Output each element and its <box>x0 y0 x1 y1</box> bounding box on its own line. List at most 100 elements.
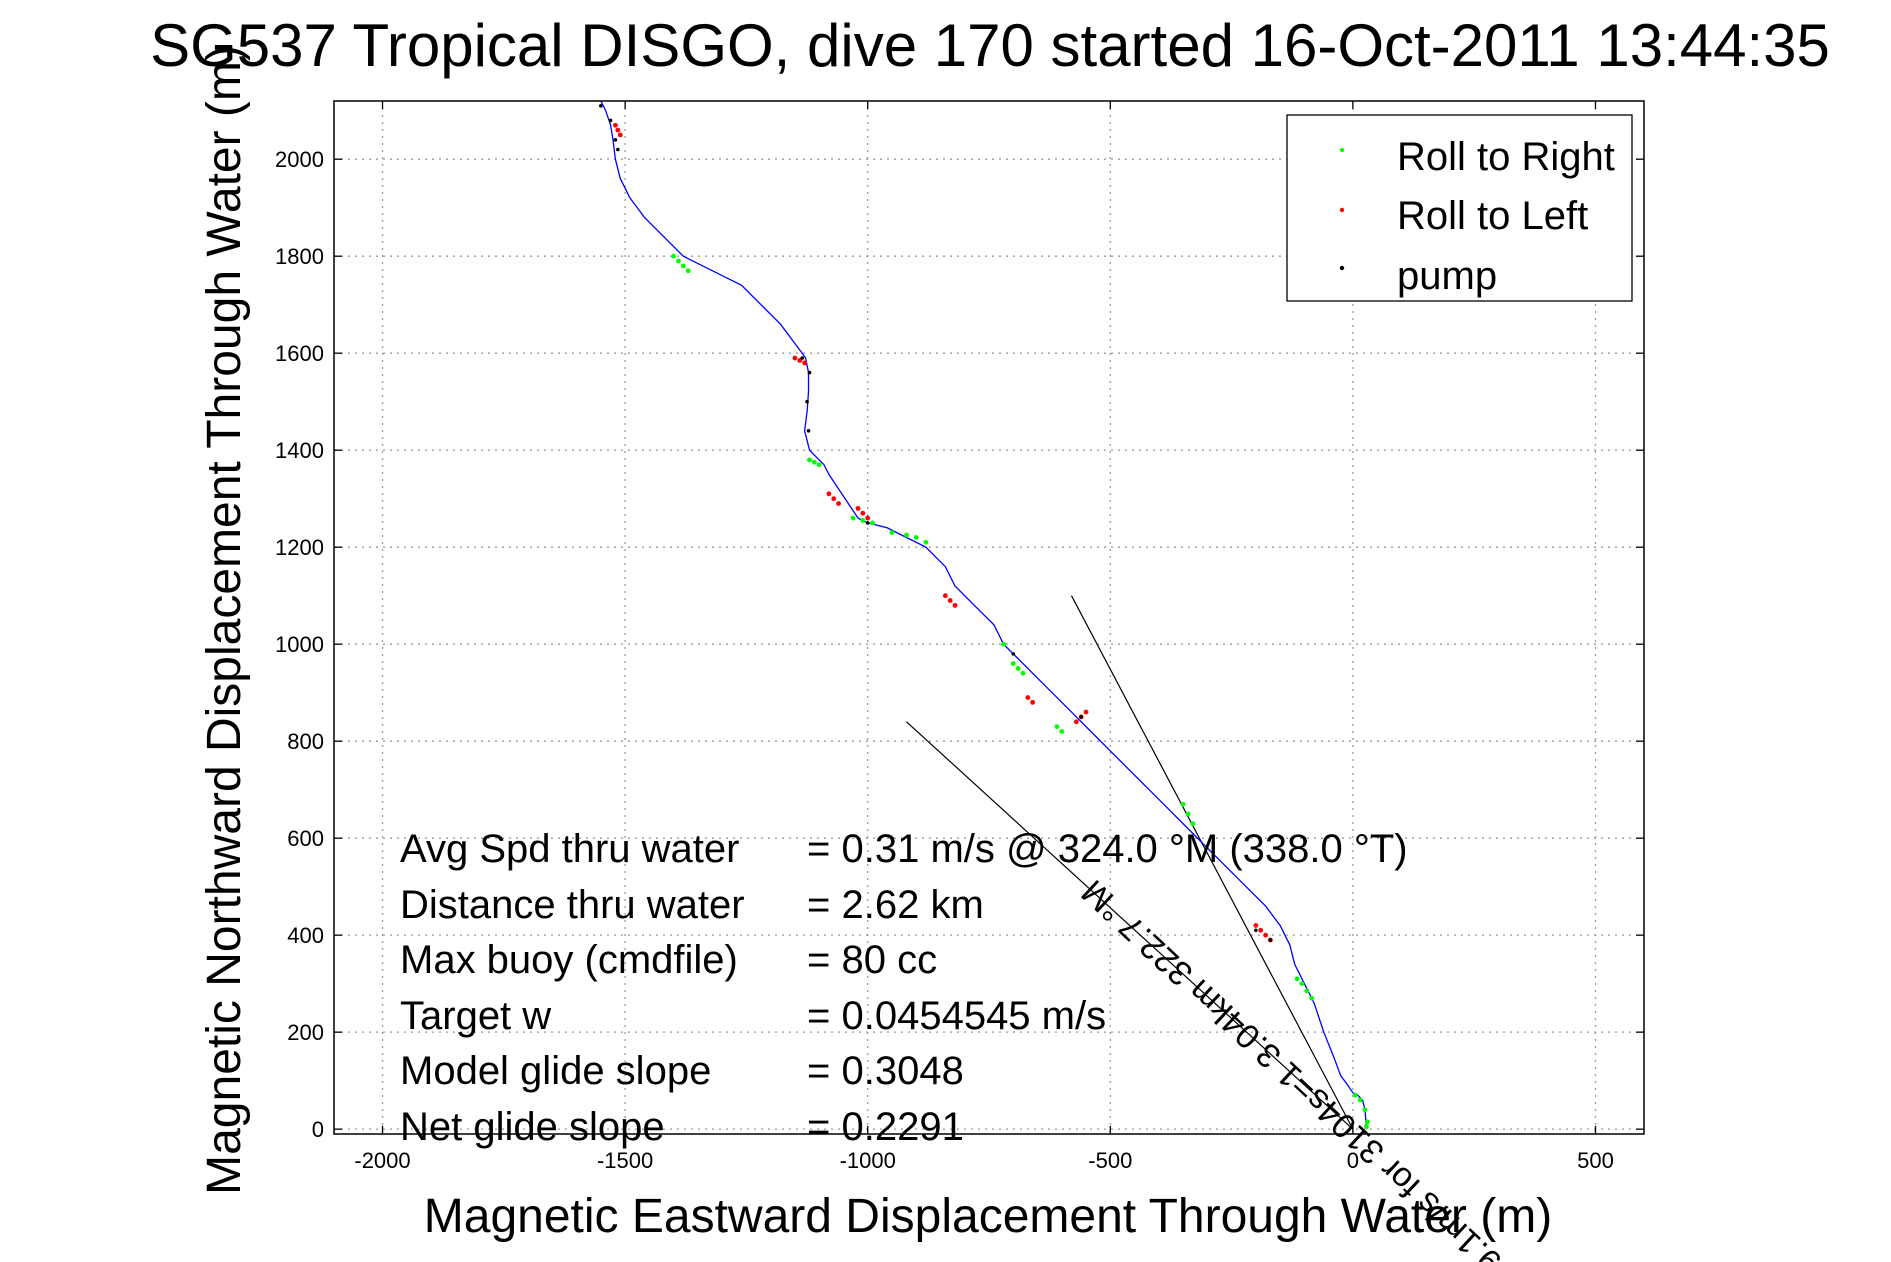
legend: Roll to Right Roll to Left pump <box>1286 114 1633 302</box>
roll-right-point <box>1365 1119 1370 1125</box>
roll-left-point <box>860 510 866 516</box>
chart-title: SG537 Tropical DISGO, dive 170 started 1… <box>150 12 1830 79</box>
roll-right-point <box>1304 988 1310 994</box>
x-tick-label: -500 <box>1088 1148 1132 1173</box>
pump-point <box>613 137 618 142</box>
stat-value-max-buoy: = 80 cc <box>807 938 937 982</box>
roll-right-point <box>1001 641 1006 647</box>
legend-marker-pump <box>1339 265 1345 271</box>
legend-label-roll-right: Roll to Right <box>1397 135 1615 179</box>
bearing-line <box>1070 595 1354 1130</box>
roll-right-point <box>807 457 812 463</box>
roll-left-point <box>615 127 621 133</box>
roll-right-point <box>889 530 895 536</box>
stat-label-distance: Distance thru water <box>400 883 745 927</box>
legend-marker-roll-right <box>1339 147 1345 153</box>
pump-point <box>1079 715 1083 719</box>
legend-label-pump: pump <box>1397 254 1497 298</box>
y-tick-label: 800 <box>287 729 324 754</box>
roll-right-point <box>1015 666 1021 671</box>
stat-label-model-glide: Model glide slope <box>400 1049 711 1093</box>
roll-right-point <box>1299 981 1305 987</box>
roll-right-point <box>1352 1092 1358 1098</box>
roll-left-point <box>1263 932 1268 938</box>
roll-right-point <box>860 518 866 523</box>
roll-right-point <box>1059 729 1065 734</box>
roll-left-point <box>1258 927 1264 933</box>
pump-points <box>599 104 1273 942</box>
legend-label-roll-left: Roll to Left <box>1397 194 1588 238</box>
roll-left-point <box>617 132 623 138</box>
roll-left-point <box>836 501 841 506</box>
y-tick-label: 1400 <box>275 438 324 463</box>
y-tick-label: 400 <box>287 923 324 948</box>
y-tick-label: 1800 <box>275 244 324 269</box>
roll-left-point <box>792 355 798 361</box>
roll-left-point <box>1025 695 1031 700</box>
roll-right-point <box>1309 995 1315 1001</box>
y-tick-label: 1000 <box>275 632 324 657</box>
roll-left-point <box>1083 709 1089 715</box>
roll-right-point <box>913 535 919 540</box>
roll-right-points <box>671 253 1370 1130</box>
x-tick-label: 500 <box>1577 1148 1614 1173</box>
pump-point <box>1011 652 1016 656</box>
roll-left-point <box>1073 719 1079 725</box>
stat-label-target-w: Target w <box>400 994 551 1038</box>
roll-right-point <box>1362 1107 1368 1113</box>
roll-right-point <box>680 263 686 269</box>
grid <box>334 101 1644 1134</box>
roll-left-point <box>613 122 618 128</box>
y-tick-label: 1200 <box>275 535 324 560</box>
roll-left-point <box>1253 923 1259 928</box>
axis-ticks: -2000 -1500 -1000 -500 0 500 0 200 400 600 800 1000… <box>275 101 1644 1173</box>
x-tick-label: -2000 <box>354 1148 410 1173</box>
stat-value-avg-speed: = 0.31 m/s @ 324.0 °M (338.0 °T) <box>807 827 1408 871</box>
stat-label-net-glide: Net glide slope <box>400 1105 665 1149</box>
roll-left-points <box>613 122 1273 943</box>
stat-value-net-glide: = 0.2291 <box>807 1105 964 1149</box>
roll-right-point <box>850 515 856 521</box>
pump-point <box>599 104 603 108</box>
legend-marker-roll-left <box>1339 207 1345 213</box>
pump-point <box>800 356 805 360</box>
y-tick-label: 0 <box>312 1117 324 1142</box>
pump-point <box>1254 928 1258 933</box>
roll-left-point <box>952 602 958 608</box>
x-tick-label: -1000 <box>840 1148 896 1173</box>
pump-point <box>865 521 870 525</box>
y-tick-label: 200 <box>287 1020 324 1045</box>
roll-right-point <box>1180 801 1186 807</box>
stat-label-max-buoy: Max buoy (cmdfile) <box>400 938 738 982</box>
pump-point <box>805 399 809 404</box>
y-tick-label: 600 <box>287 826 324 851</box>
x-tick-label: 0 <box>1347 1148 1359 1173</box>
roll-right-point <box>671 253 677 259</box>
roll-left-point <box>855 505 861 511</box>
roll-left-point <box>826 491 832 497</box>
x-tick-label: -1500 <box>597 1148 653 1173</box>
roll-right-point <box>1185 811 1191 817</box>
stat-value-target-w: = 0.0454545 m/s <box>807 994 1106 1038</box>
bearing-lines <box>906 595 1354 1130</box>
y-axis-label: Magnetic Northward Displacement Through … <box>198 45 251 1195</box>
roll-right-point <box>676 258 681 264</box>
pump-point <box>608 118 613 123</box>
stat-label-avg-speed: Avg Spd thru water <box>400 827 739 871</box>
roll-right-point <box>1364 1124 1369 1130</box>
roll-left-point <box>831 496 837 502</box>
pump-point <box>1268 938 1273 942</box>
track-line <box>600 100 1368 1130</box>
roll-right-point <box>1020 670 1026 676</box>
roll-left-point <box>865 515 871 521</box>
roll-left-point <box>802 360 808 366</box>
roll-left-point <box>942 593 948 599</box>
stats-block: Avg Spd thru water = 0.31 m/s @ 324.0 °M… <box>400 827 1408 1149</box>
roll-right-point <box>816 462 822 468</box>
roll-right-point <box>923 539 929 545</box>
legend-box <box>1286 114 1633 302</box>
roll-right-point <box>1357 1097 1363 1103</box>
y-tick-label: 2000 <box>275 147 324 172</box>
pump-point <box>807 370 812 375</box>
